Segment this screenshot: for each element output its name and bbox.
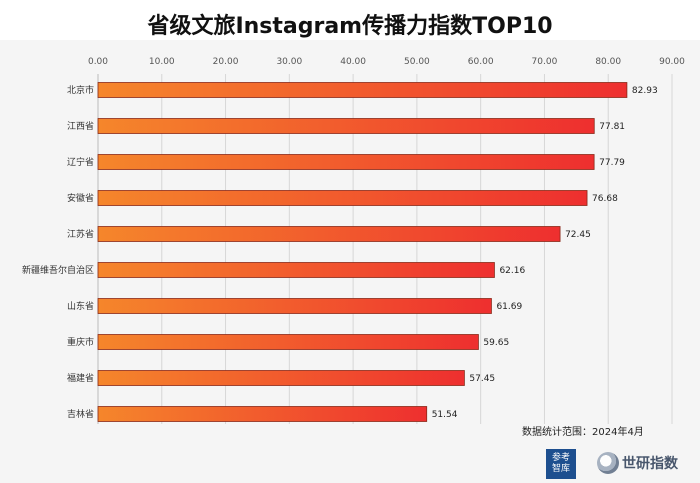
x-tick-label: 90.00 xyxy=(659,57,685,67)
x-tick-label: 10.00 xyxy=(149,57,175,67)
bar xyxy=(97,82,628,98)
source-note: 数据统计范围：2024年4月 xyxy=(522,427,644,438)
x-axis-ticks: 0.00 10.00 20.00 30.00 40.00 50.00 60.00 70.00 8… xyxy=(88,57,685,67)
bar xyxy=(97,154,595,170)
bar xyxy=(97,298,492,314)
chart-title: 省级文旅Instagram传播力指数TOP10 xyxy=(147,14,553,39)
bar xyxy=(97,406,428,422)
value-label: 57.45 xyxy=(469,374,495,384)
category-label: 安徽省 xyxy=(67,192,94,204)
category-label: 福建省 xyxy=(67,372,94,384)
watermark-text: 世研指数 xyxy=(622,456,678,472)
x-tick-label: 80.00 xyxy=(595,57,621,67)
bar xyxy=(97,262,495,278)
bars: 北京市 82.93 江西省 77.81 辽宁省 77.79 安徽省 76.68 江苏省 72.45… xyxy=(22,82,658,422)
category-label: 新疆维吾尔自治区 xyxy=(22,264,94,276)
value-label: 61.69 xyxy=(496,302,522,312)
value-label: 77.79 xyxy=(599,158,625,168)
category-label: 山东省 xyxy=(67,300,94,312)
value-label: 59.65 xyxy=(483,338,509,348)
logo-text: 参考 智库 xyxy=(551,453,570,474)
bar xyxy=(97,370,465,386)
bar xyxy=(97,190,588,206)
x-tick-label: 70.00 xyxy=(532,57,558,67)
value-label: 62.16 xyxy=(499,266,525,276)
logo-badge: 参考 智库 xyxy=(546,449,576,479)
category-label: 江苏省 xyxy=(67,228,94,240)
x-tick-label: 20.00 xyxy=(213,57,239,67)
x-tick-label: 0.00 xyxy=(88,57,108,67)
x-tick-label: 60.00 xyxy=(468,57,494,67)
x-tick-label: 40.00 xyxy=(340,57,366,67)
bar xyxy=(97,118,595,134)
value-label: 76.68 xyxy=(592,194,618,204)
bar xyxy=(97,334,479,350)
value-label: 51.54 xyxy=(432,410,458,420)
weibo-icon xyxy=(597,452,619,474)
watermark: 世研指数 xyxy=(597,452,678,474)
x-tick-label: 30.00 xyxy=(276,57,302,67)
value-label: 72.45 xyxy=(565,230,591,240)
category-label: 吉林省 xyxy=(67,408,94,420)
value-label: 77.81 xyxy=(599,122,625,132)
category-label: 江西省 xyxy=(67,120,94,132)
category-label: 重庆市 xyxy=(67,336,94,348)
value-label: 82.93 xyxy=(632,86,658,96)
bar xyxy=(97,226,561,242)
category-label: 北京市 xyxy=(67,84,94,96)
category-label: 辽宁省 xyxy=(67,156,94,168)
x-tick-label: 50.00 xyxy=(404,57,430,67)
